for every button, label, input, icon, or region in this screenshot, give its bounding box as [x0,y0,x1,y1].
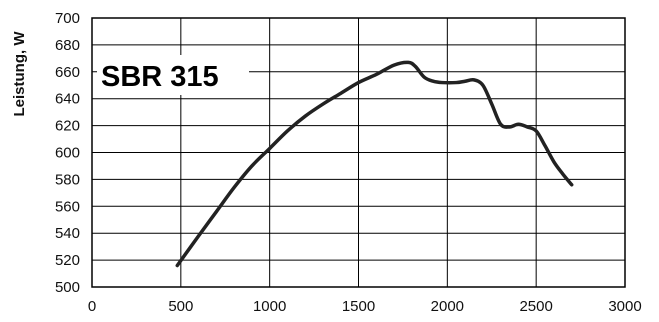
y-tick-label-680: 680 [55,37,80,54]
y-tick-label-580: 580 [55,171,80,188]
x-tick-label-2500: 2500 [519,298,552,315]
series-group [175,60,574,268]
y-tick-label-500: 500 [55,279,80,296]
plot-frame [91,17,626,288]
y-tick-label-700: 700 [55,10,80,27]
y-tick-label-660: 660 [55,64,80,81]
y-tick-label-560: 560 [55,198,80,215]
x-tick-label-500: 500 [168,298,193,315]
x-tick-label-0: 0 [88,298,96,315]
y-tick-label-620: 620 [55,118,80,135]
y-tick-label-520: 520 [55,252,80,269]
x-tick-label-1500: 1500 [342,298,375,315]
y-tick-label-540: 540 [55,225,80,242]
x-tick-label-1000: 1000 [253,298,286,315]
series-line-0 [175,60,574,268]
y-axis-label: Leistung, W [11,31,28,117]
x-tick-label-3000: 3000 [608,298,641,315]
y-tick-label-640: 640 [55,91,80,108]
x-tick-labels: 0 500 1000 1500 2000 2500 3000 [88,298,642,315]
chart-title: SBR 315 [101,61,219,93]
y-tick-labels: 500 520 540 560 580 600 620 640 660 680 700 [55,10,80,296]
title-background [97,55,249,95]
x-tick-label-2000: 2000 [431,298,464,315]
y-tick-label-600: 600 [55,145,80,162]
